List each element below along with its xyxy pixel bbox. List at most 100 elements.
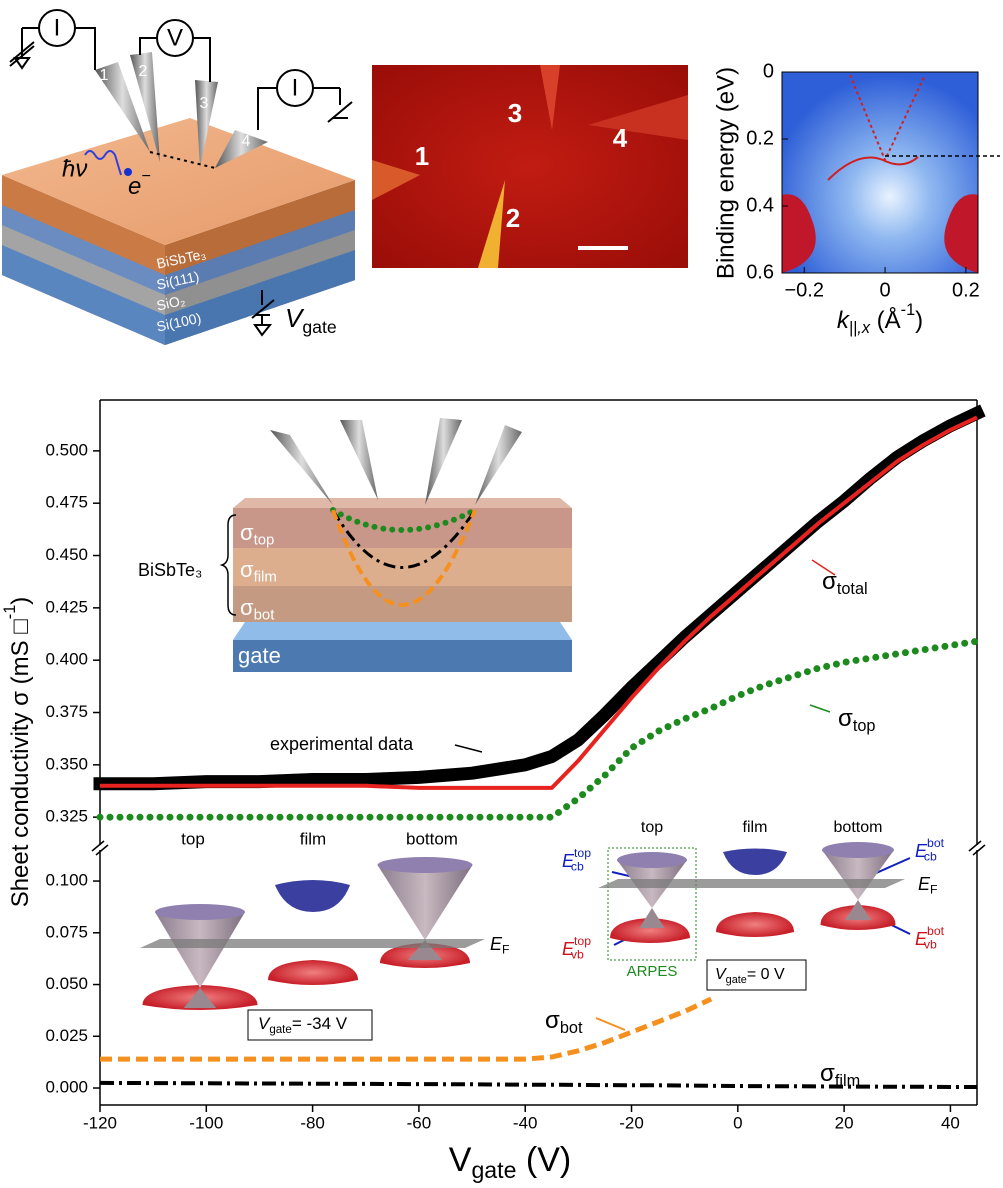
series-line <box>100 996 713 1062</box>
text-part: gate <box>269 1024 291 1036</box>
layer-label: σbot <box>240 595 275 624</box>
y-tick-label: 0.350 <box>45 754 88 773</box>
series-label: σbot <box>545 1007 583 1037</box>
series-label: σtotal <box>822 568 868 598</box>
x-axis-title: k||,x (Å-1) <box>837 302 923 338</box>
x-tick-label: 0 <box>879 279 890 301</box>
meter-label: I <box>54 14 61 41</box>
cone-lower <box>407 940 443 960</box>
x-tick-label: -20 <box>619 1113 644 1132</box>
cone-top <box>377 857 473 873</box>
text-part: bot <box>254 607 276 624</box>
band-label: top <box>181 829 205 848</box>
y-tick-label: 0.475 <box>45 493 88 512</box>
text-part: V <box>285 303 305 333</box>
band-dome <box>610 918 690 943</box>
text-part: total <box>837 581 868 599</box>
text-part: σ <box>822 568 837 595</box>
text-part: bot <box>927 924 945 938</box>
text-part: E <box>490 934 503 954</box>
cone-lower <box>845 900 871 920</box>
fermi-label: EF <box>490 934 510 957</box>
probe-label: 1 <box>415 141 429 171</box>
layer-label: SiO₂ <box>155 292 186 314</box>
energy-label: Etop vb <box>562 934 591 962</box>
probe-label: 3 <box>508 98 522 128</box>
gate-label: Vgate= -34 V <box>258 1014 348 1036</box>
gate-label: Vgate <box>285 303 337 337</box>
cone-top <box>155 904 245 920</box>
y-tick-label: 0.325 <box>45 807 88 826</box>
text-part: cb <box>571 860 584 874</box>
meter-label: V <box>167 24 183 51</box>
text-part: = 0 V <box>747 966 785 983</box>
y-tick-label: 0.4 <box>746 194 774 216</box>
text-part: − <box>141 168 151 186</box>
y-axis-title: Binding energy (eV) <box>712 67 739 279</box>
fermi-plane <box>598 879 905 888</box>
y-tick-label: 0.425 <box>45 597 88 616</box>
text-part: -1 <box>901 302 916 320</box>
x-tick-label: 20 <box>835 1113 854 1132</box>
series-line <box>100 415 978 790</box>
cone <box>377 865 473 940</box>
band-label: film <box>300 829 326 848</box>
text-part: gate <box>471 1157 516 1183</box>
x-axis-title: Vgate (V) <box>449 1141 571 1183</box>
x-tick-label: -60 <box>407 1113 432 1132</box>
y-tick-label: 0.100 <box>45 871 88 890</box>
film-band <box>275 880 350 912</box>
y-tick-label: 0.500 <box>45 440 88 459</box>
text-part: F <box>502 943 509 957</box>
cone-lower <box>639 908 665 928</box>
film-band <box>723 848 787 875</box>
text-part: E <box>562 939 575 959</box>
plot-frame <box>781 71 979 274</box>
text-part: top <box>574 846 591 860</box>
band-label: bottom <box>406 829 458 848</box>
energy-label: Etop cb <box>562 846 591 874</box>
probe-label: 4 <box>242 133 251 150</box>
text-part: σ <box>838 705 853 732</box>
series-line <box>99 1080 977 1089</box>
cone <box>155 912 245 988</box>
meter-label: I <box>292 74 299 101</box>
y-tick-label: 0.375 <box>45 702 88 721</box>
series-label: σfilm <box>820 1060 860 1090</box>
band-label: film <box>743 819 768 836</box>
text-part: F <box>930 883 937 897</box>
text-part: = -34 V <box>292 1014 348 1033</box>
fermi-plane <box>140 939 485 948</box>
data-markers <box>93 404 986 791</box>
method-label: ARPES <box>627 963 678 980</box>
series-label: experimental data <box>270 734 414 754</box>
text-part: film <box>254 569 277 586</box>
x-tick-label: -120 <box>83 1113 117 1132</box>
y-tick-label: 0.075 <box>45 922 88 941</box>
text-part: V <box>715 966 727 983</box>
probe-label: 1 <box>100 67 109 84</box>
text-part: σ <box>820 1060 835 1087</box>
x-tick-label: 0.2 <box>952 279 980 301</box>
band-label: top <box>641 819 663 836</box>
text-part: top <box>853 718 876 736</box>
energy-label: Ebot vb <box>915 924 945 952</box>
text-part: (V) <box>516 1141 571 1179</box>
text-part: E <box>915 841 928 861</box>
probe-label: 4 <box>613 123 628 153</box>
text-part: E <box>562 851 575 871</box>
text-part: E <box>918 874 931 894</box>
series-label: σtop <box>838 705 876 735</box>
text-part: V <box>258 1014 271 1033</box>
band-dome <box>268 960 358 985</box>
text-part: gate <box>302 316 337 336</box>
y-tick-label: 0.450 <box>45 545 88 564</box>
layer-label: σtop <box>240 520 274 549</box>
text-part: Sheet conductivity σ (mS □ <box>7 619 34 908</box>
x-tick-label: −0.2 <box>784 279 823 301</box>
band-inset-drawing <box>140 559 911 1041</box>
text-part: bot <box>927 836 945 850</box>
y-tick-label: 0.000 <box>45 1078 88 1097</box>
fermi-label: EF <box>918 874 938 897</box>
x-tick-label: 40 <box>941 1113 960 1132</box>
